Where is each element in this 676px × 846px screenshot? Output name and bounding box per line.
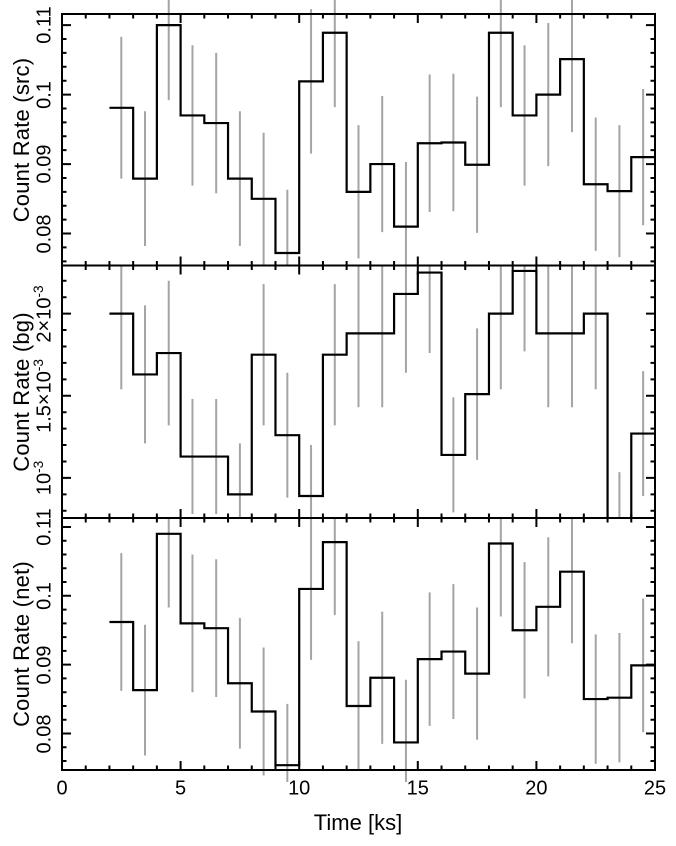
- src-axis-ticks: [61, 14, 656, 266]
- src-y-tick-label: 0.11: [33, 6, 56, 44]
- bg-y-tick-label: 10-3: [30, 460, 56, 496]
- y-axis-title-net: Count Rate (net): [9, 561, 34, 727]
- src-y-tick-label: 0.1: [33, 80, 56, 109]
- src-y-tick-label: 0.09: [33, 144, 56, 184]
- bg-axis-ticks: [61, 265, 656, 518]
- src-y-tick-label: 0.08: [33, 214, 56, 253]
- y-axis-title-bg: Count Rate (bg): [9, 312, 34, 472]
- src-panel: [109, 0, 655, 266]
- net-y-tick-label: 0.1: [33, 581, 56, 610]
- x-tick-label: 0: [56, 777, 68, 800]
- bg-y-tick-label: 1.5×10-3: [30, 358, 56, 433]
- src-step-line: [109, 24, 655, 255]
- bg-error-bars: [120, 265, 645, 518]
- net-y-tick-label: 0.08: [33, 714, 56, 753]
- net-panel: [109, 518, 655, 782]
- net-y-tick-label: 0.11: [33, 508, 56, 546]
- bg-y-tick-label: 2×10-3: [30, 285, 56, 343]
- x-tick-label: 20: [525, 777, 548, 800]
- net-y-tick-label: 0.09: [33, 645, 56, 685]
- y-axis-title-src: Count Rate (src): [9, 57, 34, 223]
- x-axis-title: Time [ks]: [313, 810, 403, 835]
- x-tick-label: 10: [288, 777, 311, 800]
- net-error-bars: [120, 518, 645, 782]
- net-axis-ticks: [61, 518, 656, 770]
- x-tick-label: 5: [175, 777, 187, 800]
- x-tick-label: 15: [406, 777, 429, 800]
- bg-panel: [109, 265, 655, 518]
- net-step-line: [109, 532, 655, 767]
- bg-step-line: [109, 269, 655, 518]
- net-panel-border: [61, 517, 656, 771]
- x-tick-label: 25: [643, 777, 667, 800]
